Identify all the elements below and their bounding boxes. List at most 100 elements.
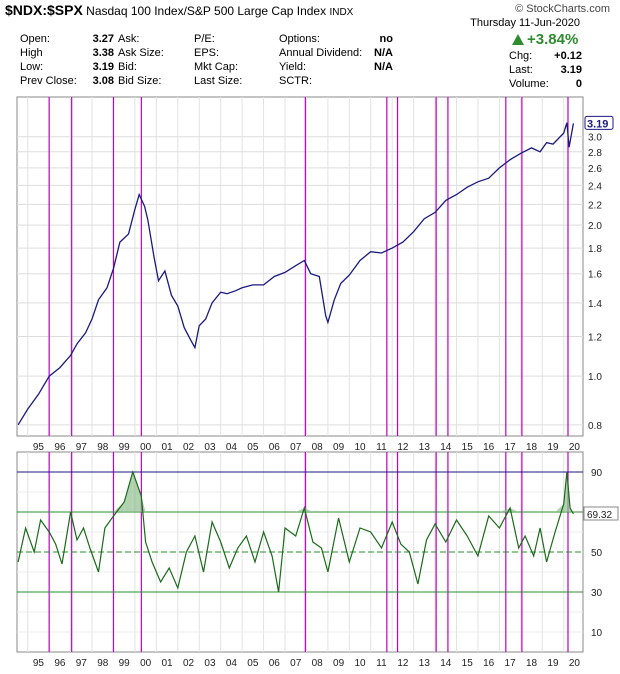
quote-value: N/A [374, 61, 393, 73]
x-tick-label: 19 [547, 658, 559, 669]
quote-date: Thursday 11-Jun-2020 [470, 17, 580, 29]
overbought-fill [295, 508, 305, 512]
price-series-line [17, 122, 575, 426]
x-tick-label: 15 [462, 658, 474, 669]
quote-value: 3.38 [92, 47, 114, 59]
x-tick-label: 06 [269, 442, 281, 453]
x-tick-label: 95 [33, 442, 45, 453]
x-tick-label: 09 [333, 442, 345, 453]
up-arrow-icon [512, 34, 524, 45]
quote-value: 3.08 [92, 75, 114, 87]
x-tick-label: 96 [54, 658, 66, 669]
x-tick-label: 04 [226, 658, 238, 669]
quote-summary: Thursday 11-Jun-2020 +3.84% Chg: +0.12 L… [465, 17, 582, 90]
indicator-last-box [583, 506, 619, 521]
last-price-label: 3.19 [587, 118, 608, 130]
indicator-tick-label: 90 [591, 468, 603, 479]
x-tick-label: 01 [162, 442, 174, 453]
quote-label: Options: [279, 33, 320, 45]
quote-label: Yield: [279, 61, 307, 73]
x-tick-label: 10 [354, 658, 366, 669]
x-tick-label: 03 [204, 442, 216, 453]
price-tick-label: 2.4 [588, 181, 602, 192]
x-tick-label: 99 [119, 658, 131, 669]
x-tick-label: 18 [526, 658, 538, 669]
x-tick-label: 15 [462, 442, 474, 453]
quote-value: no [379, 33, 393, 45]
exchange: INDX [329, 7, 354, 18]
indicator-tick-label: 10 [591, 628, 603, 639]
chart-header: $NDX:$SPX Nasdaq 100 Index/S&P 500 Large… [0, 0, 620, 96]
quote-label: Low: [20, 61, 44, 73]
quote-label: EPS: [194, 47, 220, 59]
x-tick-label: 03 [204, 658, 216, 669]
symbol: $NDX:$SPX [5, 2, 83, 18]
last-value: 3.19 [560, 64, 582, 76]
x-tick-label: 19 [547, 442, 559, 453]
source-credit: © StockCharts.com [515, 3, 610, 15]
x-tick-label: 02 [183, 658, 195, 669]
x-tick-label: 13 [419, 442, 431, 453]
price-tick-label: 2.6 [588, 164, 602, 175]
x-tick-label: 14 [440, 442, 452, 453]
quote-label: SCTR: [279, 75, 312, 87]
x-tick-label: 11 [376, 658, 387, 669]
x-tick-label: 02 [183, 442, 195, 453]
quote-label: P/E: [194, 33, 215, 45]
indicator-tick-label: 50 [591, 548, 603, 559]
chg-row: Chg: +0.12 [509, 50, 582, 62]
quote-row: Prev Close: 3.08 Bid Size: Last Size: SCTR: [18, 74, 395, 88]
quote-value: 3.27 [92, 33, 114, 45]
x-tick-label: 17 [505, 658, 517, 669]
change-percent: +3.84% [527, 31, 579, 48]
quote-label: Mkt Cap: [194, 61, 239, 73]
x-tick-label: 17 [505, 442, 517, 453]
price-tick-label: 2.8 [588, 148, 602, 159]
x-tick-label: 20 [569, 442, 581, 453]
quote-label: Annual Dividend: [279, 47, 363, 59]
x-tick-label: 96 [54, 442, 66, 453]
last-label: Last: [509, 64, 533, 76]
indicator-last-label: 69.32 [587, 510, 612, 521]
quote-value: N/A [374, 47, 393, 59]
x-tick-label: 97 [76, 658, 88, 669]
x-tick-label: 99 [119, 442, 131, 453]
price-tick-label: 3.0 [588, 133, 602, 144]
quote-row: Open: 3.27 Ask: P/E: Options: no [18, 32, 395, 46]
x-tick-label: 06 [269, 658, 281, 669]
quote-table: Open: 3.27 Ask: P/E: Options: no High 3.38 Ask S… [18, 32, 395, 88]
x-tick-label: 00 [140, 658, 152, 669]
x-tick-label: 16 [483, 658, 495, 669]
overbought-fill [124, 472, 133, 512]
overbought-fill [304, 508, 313, 512]
quote-value: 3.19 [92, 61, 114, 73]
indicator-tick-label: 30 [591, 588, 603, 599]
volume-label: Volume: [509, 78, 549, 90]
quote-row: High 3.38 Ask Size: EPS: Annual Dividend: N/A [18, 46, 395, 60]
x-tick-label: 14 [440, 658, 452, 669]
quote-label: Ask: [118, 33, 140, 45]
price-tick-label: 1.6 [588, 270, 602, 281]
x-tick-label: 05 [247, 442, 259, 453]
quote-row: Low: 3.19 Bid: Mkt Cap: Yield: N/A [18, 60, 395, 74]
x-tick-label: 12 [397, 658, 409, 669]
x-tick-label: 10 [354, 442, 366, 453]
chg-value: +0.12 [554, 50, 582, 62]
quote-label: High [20, 47, 43, 59]
quote-label: Bid: [118, 61, 137, 73]
last-row: Last: 3.19 [509, 64, 582, 76]
x-tick-label: 09 [333, 658, 345, 669]
overbought-fill [499, 508, 511, 512]
price-tick-label: 0.8 [588, 421, 602, 432]
x-tick-label: 07 [290, 658, 302, 669]
x-tick-label: 08 [312, 442, 324, 453]
x-tick-label: 01 [162, 658, 174, 669]
overbought-fill [113, 502, 125, 512]
x-tick-label: 20 [569, 658, 581, 669]
quote-label: Open: [20, 33, 50, 45]
last-price-box [584, 115, 614, 130]
quote-label: Bid Size: [118, 75, 162, 87]
x-tick-label: 11 [376, 442, 387, 453]
x-tick-label: 08 [312, 658, 324, 669]
